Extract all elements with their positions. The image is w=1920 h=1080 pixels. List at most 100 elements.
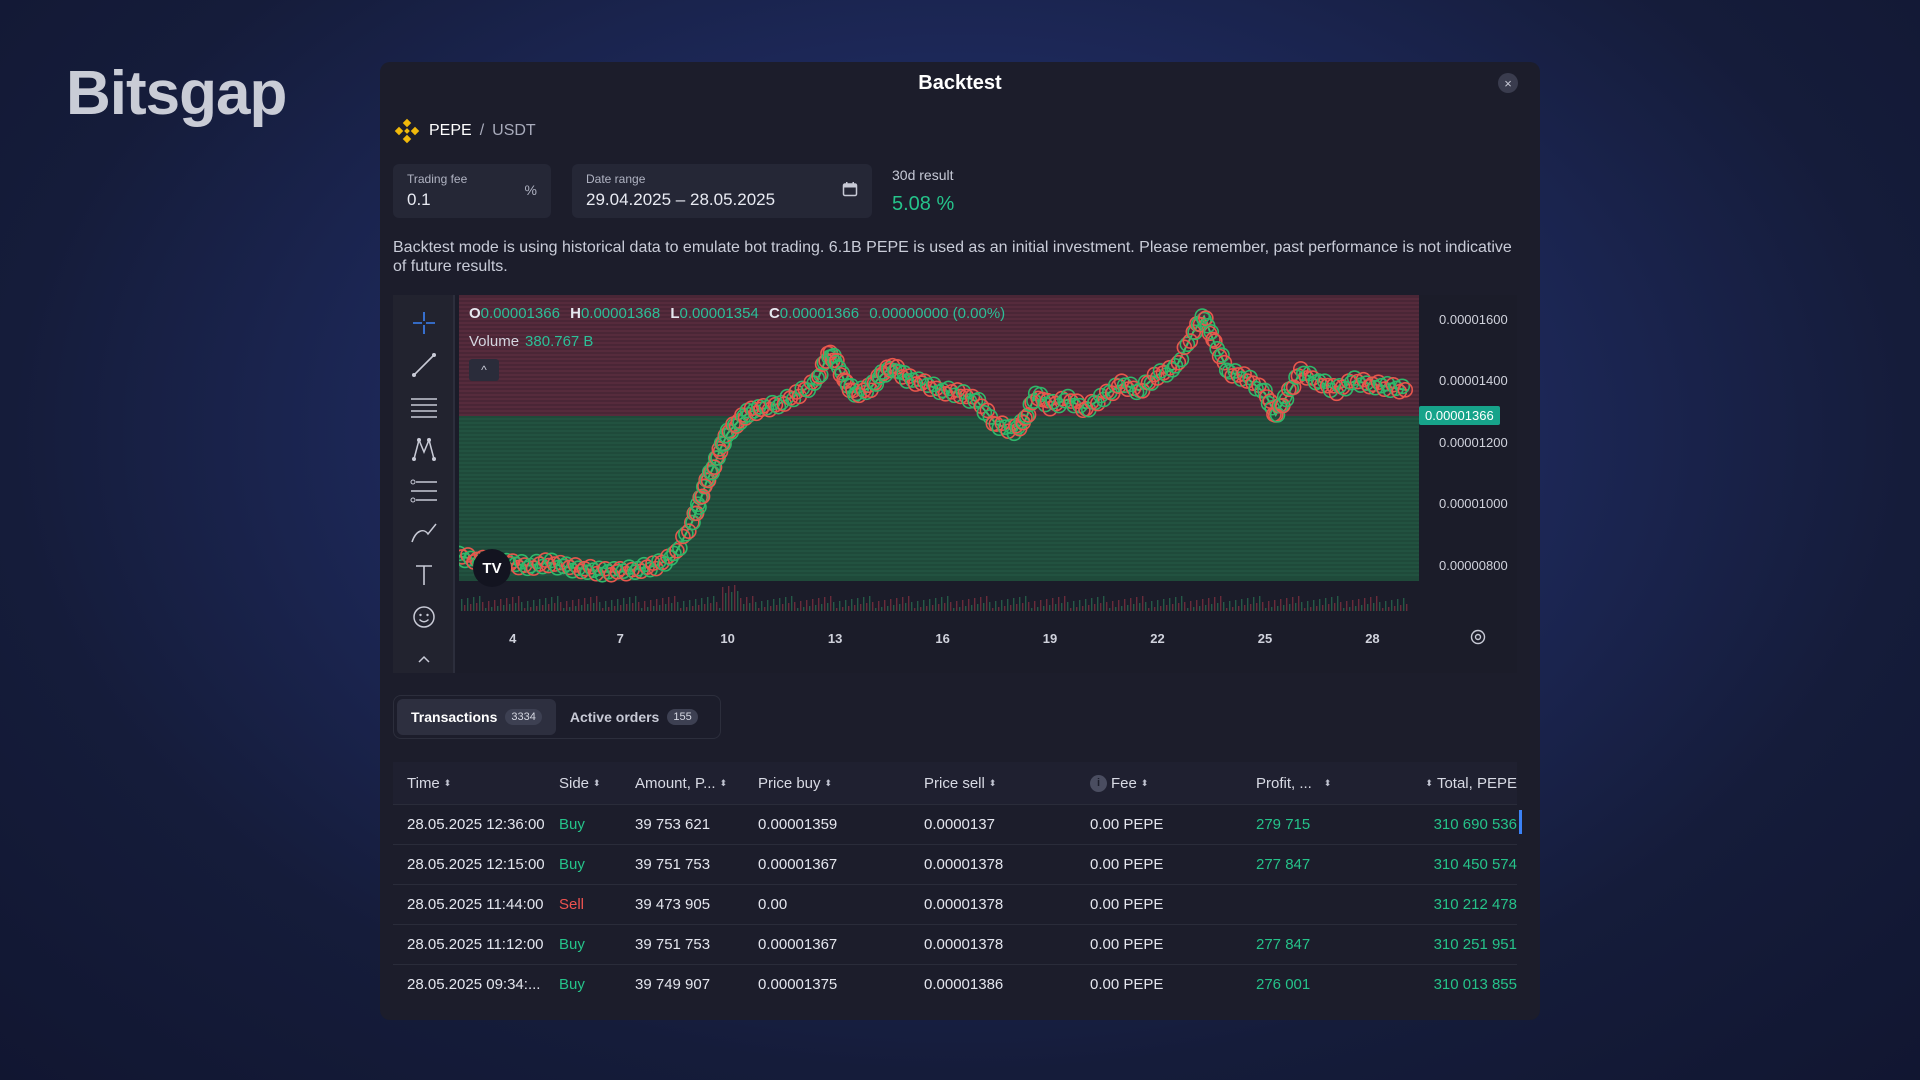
volume-bar [836,608,838,611]
volume-bar [749,603,751,611]
percent-unit: % [524,182,537,198]
table-row[interactable]: 28.05.2025 11:12:00 Buy 39 751 753 0.000… [393,924,1517,964]
collapse-legend-button[interactable]: ^ [469,359,499,381]
volume-bar [554,603,556,611]
binance-icon [394,118,420,144]
pattern-tool-icon[interactable] [408,433,440,465]
volume-bar [1145,602,1147,611]
volume-bar [518,596,520,611]
trade-marker [1057,392,1073,409]
volume-bar [788,603,790,611]
header-price-buy[interactable]: Price buy ⬍ [758,775,924,792]
cell-total: 310 690 536 [1433,816,1517,833]
cell-fee: 0.00 PEPE [1090,896,1164,913]
fib-tool-icon[interactable] [408,475,440,507]
cell-time: 28.05.2025 11:12:00 [407,936,544,953]
volume-bar [806,600,808,611]
volume-bar [1259,596,1261,611]
pair-base: PEPE [429,122,472,139]
trade-marker [546,556,563,572]
chart-settings-icon[interactable] [1469,628,1487,646]
volume-bar [494,600,496,611]
price-axis[interactable]: 0.00001600 0.00001400 0.00001200 0.00001000… [1427,295,1517,611]
header-time[interactable]: Time ⬍ [393,775,559,792]
date-range-field[interactable]: Date range 29.04.2025 – 28.05.2025 [572,164,872,218]
table-scrollbar[interactable] [1519,810,1522,834]
horizontal-lines-tool-icon[interactable] [408,391,440,423]
volume-bar [737,591,739,611]
volume-bar [803,607,805,611]
volume-bar [1112,601,1114,611]
trade-marker [1116,377,1133,394]
volume-bar [1007,599,1009,611]
volume-bar [1400,605,1402,611]
volume-bar [833,602,835,611]
cell-price-sell: 0.0000137 [924,816,995,833]
header-profit[interactable]: Profit, ... ⬍ [1256,775,1398,792]
volume-bar [1340,602,1342,611]
volume-bar [1109,608,1111,611]
volume-value: 380.767 B [525,333,594,350]
volume-bar [614,606,616,611]
close-button[interactable]: × [1498,73,1518,93]
trend-line-tool-icon[interactable] [408,349,440,381]
volume-bar [1271,607,1273,611]
volume-bar [542,605,544,611]
volume-bar [1394,606,1396,611]
header-price-sell[interactable]: Price sell ⬍ [924,775,1090,792]
volume-bar [1043,606,1045,611]
y-tick-label: 0.00001200 [1439,434,1508,450]
volume-bar [809,606,811,611]
tradingview-logo[interactable]: TV [473,549,511,587]
info-icon[interactable]: i [1090,774,1107,792]
volume-bar [1223,602,1225,611]
volume-bar [1187,608,1189,611]
volume-bar [902,597,904,611]
volume-bar [1235,600,1237,611]
calendar-icon[interactable] [842,181,858,197]
trade-marker [1216,354,1233,371]
volume-bar [473,597,475,611]
header-fee[interactable]: i Fee ⬍ [1090,774,1256,792]
header-side[interactable]: Side ⬍ [559,775,635,792]
table-row[interactable]: 28.05.2025 12:36:00 Buy 39 753 621 0.000… [393,804,1517,844]
volume-bar [1301,602,1303,611]
trade-marker [675,528,691,545]
volume-bar [962,600,964,611]
crosshair-tool-icon[interactable] [408,307,440,339]
trade-marker [904,372,921,388]
date-range-value[interactable]: 29.04.2025 – 28.05.2025 [586,190,776,209]
trade-marker [988,416,1005,432]
volume-bar [890,599,892,611]
volume-bar [665,604,667,611]
price-chart[interactable]: O0.00001366 H0.00001368 L0.00001354 C0.0… [393,295,1517,673]
volume-bar [776,605,778,611]
trading-fee-field[interactable]: Trading fee 0.1 % [393,164,551,218]
header-total[interactable]: ⬍ Total, PEPE [1398,775,1517,792]
volume-bar [1085,599,1087,611]
volume-bar [1115,607,1117,611]
table-row[interactable]: 28.05.2025 09:34:... Buy 39 749 907 0.00… [393,964,1517,1004]
volume-bar [1361,605,1363,611]
volume-bar [626,604,628,611]
volume-bar [683,601,685,611]
table-row[interactable]: 28.05.2025 11:44:00 Sell 39 473 905 0.00… [393,884,1517,924]
text-tool-icon[interactable] [408,559,440,591]
trading-fee-value[interactable]: 0.1 [407,190,431,209]
header-amount[interactable]: Amount, P... ⬍ [635,775,758,792]
volume-bar [1040,600,1042,611]
tab-transactions[interactable]: Transactions 3334 [397,699,556,735]
price-plot[interactable] [459,295,1419,611]
tab-transactions-count: 3334 [505,709,542,725]
tab-active-orders[interactable]: Active orders 155 [556,699,712,735]
time-axis[interactable]: 4 7 10 13 16 19 22 25 28 [459,631,1419,651]
volume-bar [899,604,901,611]
more-tools-icon[interactable] [408,645,440,677]
table-row[interactable]: 28.05.2025 12:15:00 Buy 39 751 753 0.000… [393,844,1517,884]
volume-bar [797,608,799,611]
cell-price-sell: 0.00001378 [924,936,1004,953]
brush-tool-icon[interactable] [408,517,440,549]
emoji-tool-icon[interactable] [408,601,440,633]
volume-bar [1307,601,1309,611]
volume-bar [716,602,718,611]
